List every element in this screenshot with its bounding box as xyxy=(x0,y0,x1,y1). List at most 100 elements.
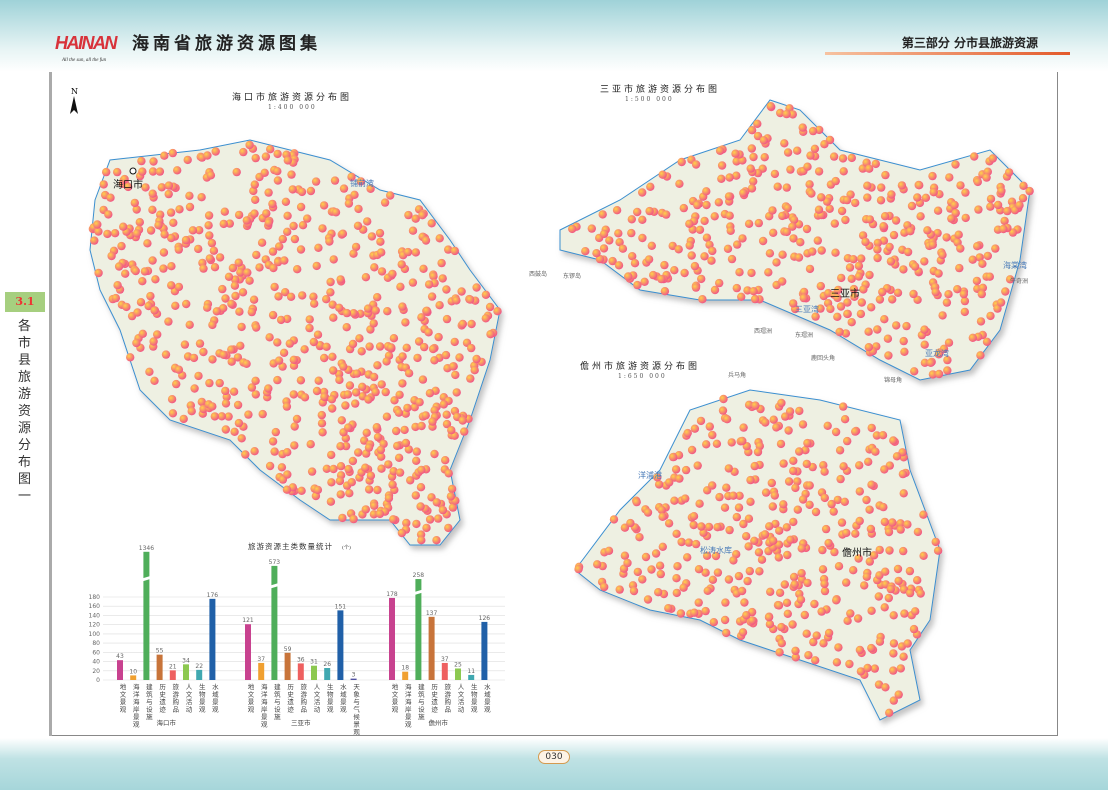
resource-dot xyxy=(320,392,329,402)
category-label: 景 xyxy=(327,698,334,706)
resource-dot xyxy=(789,466,798,476)
category-label: 象 xyxy=(353,690,360,699)
resource-dot xyxy=(404,210,413,220)
resource-dot xyxy=(843,436,852,446)
resource-dot xyxy=(944,290,953,299)
resource-dot xyxy=(790,580,799,589)
resource-dot xyxy=(976,317,986,326)
resource-dot xyxy=(250,447,259,456)
resource-dot xyxy=(392,426,401,436)
resource-dot xyxy=(920,257,929,266)
resource-dot xyxy=(739,519,748,529)
resource-dot xyxy=(355,334,364,343)
resource-dot xyxy=(220,207,229,216)
resource-dot xyxy=(242,359,251,368)
resource-dot xyxy=(956,181,965,190)
resource-dot xyxy=(889,639,899,648)
resource-dot xyxy=(372,423,381,432)
resource-dot xyxy=(358,382,367,391)
resource-dot xyxy=(775,526,784,535)
resource-dot xyxy=(264,188,273,197)
category-label: 候 xyxy=(353,712,360,721)
category-label: 人 xyxy=(458,683,465,691)
resource-dot xyxy=(753,447,763,457)
resource-dot xyxy=(690,424,700,433)
resource-dot xyxy=(234,418,244,428)
resource-dot xyxy=(997,186,1006,196)
resource-dot xyxy=(928,370,938,379)
resource-dot xyxy=(825,204,834,213)
resource-dot xyxy=(722,415,732,424)
resource-dot xyxy=(744,400,754,409)
resource-dot xyxy=(434,332,443,342)
resource-dot xyxy=(915,181,924,190)
resource-dot xyxy=(600,582,609,592)
resource-dot xyxy=(185,202,195,212)
resource-dot xyxy=(280,256,289,265)
resource-dot xyxy=(903,520,912,529)
category-label: 域 xyxy=(484,690,491,699)
resource-dot xyxy=(318,224,327,233)
resource-dot xyxy=(283,470,292,479)
resource-dot xyxy=(653,473,662,482)
category-label: 筑 xyxy=(146,690,153,699)
resource-dot xyxy=(208,320,217,330)
resource-dot xyxy=(942,233,951,242)
resource-dot xyxy=(421,236,431,245)
resource-dot xyxy=(261,152,271,161)
resource-dot xyxy=(438,505,448,515)
category-label: 建 xyxy=(146,682,153,691)
resource-dot xyxy=(973,177,982,187)
resource-dot xyxy=(839,167,848,176)
resource-dot xyxy=(185,191,194,200)
resource-dot xyxy=(824,628,834,638)
resource-dots-layer xyxy=(88,102,1034,717)
category-label: 与 xyxy=(274,698,281,706)
resource-dot xyxy=(327,395,337,404)
resource-dot xyxy=(660,260,669,270)
resource-dot xyxy=(451,370,460,380)
resource-dot xyxy=(681,465,691,475)
resource-dot xyxy=(388,269,397,279)
haitang-bay-label: 海棠湾 xyxy=(1003,260,1027,270)
resource-dot xyxy=(441,456,450,465)
resource-dot xyxy=(401,438,411,448)
resource-dot xyxy=(864,457,873,466)
resource-dot xyxy=(702,440,711,449)
resource-dot xyxy=(182,299,191,309)
bar xyxy=(468,674,475,680)
resource-dot xyxy=(800,610,809,620)
category-label: 游 xyxy=(173,690,180,699)
resource-dot xyxy=(270,447,279,456)
resource-dot xyxy=(428,344,438,354)
resource-dot xyxy=(344,199,354,208)
resource-dot xyxy=(424,280,434,289)
resource-dot xyxy=(865,270,874,280)
resource-dot xyxy=(243,268,252,277)
resource-dot xyxy=(149,337,158,346)
resource-dot xyxy=(126,353,135,362)
bar-value-label: 1346 xyxy=(139,545,154,552)
bar-value-label: 3 xyxy=(352,672,356,679)
resource-dot xyxy=(970,152,979,161)
resource-dot xyxy=(746,475,755,485)
resource-dot xyxy=(896,664,905,673)
resource-dot xyxy=(725,173,734,182)
resource-dot xyxy=(320,353,329,363)
resource-dot xyxy=(863,663,872,673)
resource-dot xyxy=(357,347,366,356)
resource-dot xyxy=(330,176,340,185)
island-label: 东瑁洲 xyxy=(795,331,813,339)
category-label: 筑 xyxy=(418,690,425,699)
resource-dot xyxy=(687,251,696,260)
bar-value-label: 11 xyxy=(467,668,475,675)
resource-dot xyxy=(195,339,205,348)
resource-dot xyxy=(651,549,661,558)
resource-dot xyxy=(880,603,889,612)
resource-dot xyxy=(370,501,379,510)
resource-dot xyxy=(151,275,160,284)
bar xyxy=(415,579,422,680)
resource-dot xyxy=(658,542,667,551)
resource-dot xyxy=(234,210,244,220)
resource-dot xyxy=(889,666,898,675)
